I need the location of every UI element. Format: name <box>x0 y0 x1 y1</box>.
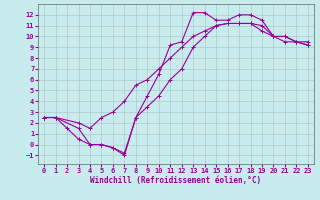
X-axis label: Windchill (Refroidissement éolien,°C): Windchill (Refroidissement éolien,°C) <box>91 176 261 185</box>
